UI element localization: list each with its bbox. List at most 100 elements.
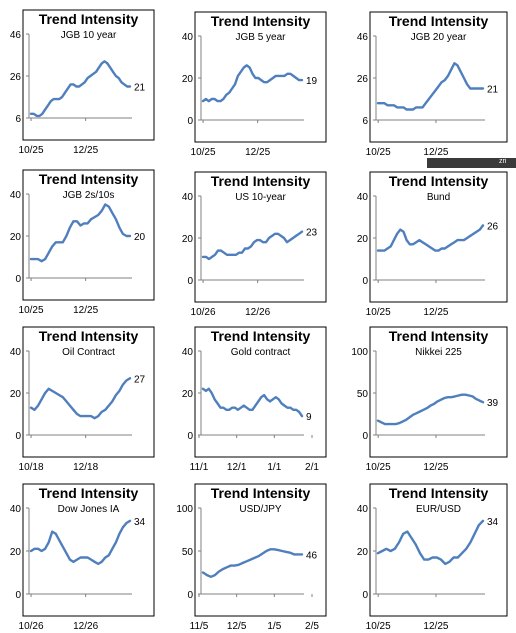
series-line	[376, 62, 485, 111]
chart-svg: Trend Intensity Dow Jones IA 0 20 40 10/26 12/…	[10, 483, 155, 632]
chart-subtitle: Oil Contract	[62, 347, 115, 358]
chart-title: Trend Intensity	[211, 173, 311, 189]
y-tick-label: 6	[15, 114, 21, 125]
chart-title: Trend Intensity	[39, 171, 139, 187]
x-tick-label: 11/5	[190, 621, 209, 632]
last-value-label: 34	[487, 517, 499, 528]
y-tick-label: 0	[15, 274, 21, 285]
x-tick-label: 11/1	[190, 462, 209, 473]
chart-title: Trend Intensity	[389, 173, 489, 189]
last-value-label: 9	[306, 412, 312, 423]
chart-svg: Trend Intensity EUR/USD 0 20 40 10/25 12/25 34	[357, 483, 508, 632]
series-line	[376, 519, 485, 566]
chart-svg: Trend Intensity US 10-year 0 20 40 10/26 12/26…	[182, 171, 327, 318]
x-tick-label: 10/25	[191, 147, 216, 158]
y-tick-label: 40	[182, 192, 194, 203]
x-tick-label: 12/1	[227, 462, 247, 473]
series-line	[201, 64, 304, 103]
last-value-label: 27	[134, 374, 146, 385]
clipped-neighbor-window: zri	[427, 158, 516, 168]
chart-panel-12: Trend Intensity EUR/USD 0 20 40 10/25 12/25 34	[352, 482, 515, 632]
y-tick-label: 40	[182, 32, 194, 43]
last-value-label: 21	[134, 83, 146, 94]
series-line	[201, 230, 304, 261]
chart-panel-8: Trend Intensity Gold contract 0 20 40 11/1 12/…	[177, 325, 334, 473]
y-tick-label: 40	[10, 347, 22, 358]
chart-svg: Trend Intensity JGB 2s/10s 0 20 40 10/25 12/25…	[10, 169, 155, 316]
y-tick-label: 46	[10, 30, 22, 41]
x-tick-label: 12/26	[245, 307, 270, 318]
x-tick-label: 10/25	[366, 462, 391, 473]
chart-panel-6: Trend Intensity Bund 0 20 40 10/25 12/25 26	[352, 170, 515, 318]
chart-svg: Trend Intensity JGB 20 year 6 26 46 10/25 12/2…	[357, 11, 508, 158]
x-tick-label: 12/25	[73, 145, 98, 156]
x-tick-label: 12/25	[73, 305, 98, 316]
y-tick-label: 20	[10, 547, 22, 558]
x-tick-label: 12/25	[423, 621, 448, 632]
y-tick-label: 0	[15, 590, 21, 601]
last-value-label: 34	[134, 517, 146, 528]
chart-title: Trend Intensity	[211, 328, 311, 344]
last-value-label: 21	[487, 85, 499, 96]
chart-subtitle: Gold contract	[231, 347, 291, 358]
y-tick-label: 26	[357, 74, 369, 85]
last-value-label: 46	[306, 550, 318, 561]
y-tick-label: 0	[187, 276, 193, 287]
chart-svg: Trend Intensity Bund 0 20 40 10/25 12/25 26	[357, 171, 508, 318]
chart-panel-4: Trend Intensity JGB 2s/10s 0 20 40 10/25 12/25…	[5, 168, 162, 316]
chart-subtitle: EUR/USD	[416, 504, 461, 515]
y-tick-label: 20	[182, 389, 194, 400]
last-value-label: 19	[306, 76, 318, 87]
x-tick-label: 12/25	[245, 147, 270, 158]
chart-svg: Trend Intensity JGB 5 year 0 20 40 10/25 12/25…	[182, 11, 327, 158]
chart-svg: Trend Intensity JGB 10 year 6 26 46 10/25 12/2…	[10, 9, 155, 156]
chart-svg: Trend Intensity Oil Contract 0 20 40 10/18 12/…	[10, 326, 155, 473]
chart-subtitle: Bund	[427, 192, 450, 203]
series-line	[201, 548, 304, 579]
x-tick-label: 12/5	[227, 621, 247, 632]
last-value-label: 26	[487, 221, 499, 232]
x-tick-label: 2/1	[305, 462, 319, 473]
x-tick-label: 12/26	[73, 621, 98, 632]
x-tick-label: 1/5	[267, 621, 281, 632]
y-tick-label: 100	[176, 504, 193, 515]
y-tick-label: 20	[10, 232, 22, 243]
y-tick-label: 20	[10, 389, 22, 400]
x-tick-label: 10/26	[19, 621, 44, 632]
chart-panel-2: Trend Intensity JGB 5 year 0 20 40 10/25 12/25…	[177, 10, 334, 158]
y-tick-label: 20	[182, 234, 194, 245]
x-tick-label: 10/25	[19, 145, 44, 156]
series-line	[376, 224, 485, 252]
chart-subtitle: Nikkei 225	[415, 347, 462, 358]
x-tick-label: 10/25	[19, 305, 44, 316]
series-line	[29, 203, 132, 263]
series-line	[29, 60, 132, 118]
chart-title: Trend Intensity	[39, 328, 139, 344]
chart-title: Trend Intensity	[389, 13, 489, 29]
chart-panel-5: Trend Intensity US 10-year 0 20 40 10/26 12/26…	[177, 170, 334, 318]
chart-title: Trend Intensity	[39, 485, 139, 501]
y-tick-label: 6	[362, 116, 368, 127]
chart-subtitle: Dow Jones IA	[58, 504, 120, 515]
chart-title: Trend Intensity	[211, 485, 311, 501]
chart-svg: Trend Intensity Gold contract 0 20 40 11/1 12/…	[182, 326, 327, 473]
last-value-label: 20	[134, 232, 146, 243]
y-tick-label: 0	[362, 276, 368, 287]
x-tick-label: 1/1	[267, 462, 281, 473]
y-tick-label: 40	[357, 504, 369, 515]
chart-svg: Trend Intensity Nikkei 225 0 50 100 10/25 12/2…	[351, 326, 508, 473]
x-tick-label: 2/5	[305, 621, 319, 632]
x-tick-label: 10/25	[366, 621, 391, 632]
chart-subtitle: JGB 2s/10s	[63, 190, 115, 201]
chart-panel-7: Trend Intensity Oil Contract 0 20 40 10/18 12/…	[5, 325, 162, 473]
last-value-label: 39	[487, 398, 499, 409]
chart-title: Trend Intensity	[211, 13, 311, 29]
y-tick-label: 0	[187, 431, 193, 442]
y-tick-label: 20	[182, 74, 194, 85]
x-tick-label: 10/18	[19, 462, 44, 473]
y-tick-label: 50	[357, 389, 369, 400]
y-tick-label: 0	[15, 431, 21, 442]
chart-panel-10: Trend Intensity Dow Jones IA 0 20 40 10/26 12/…	[5, 482, 162, 632]
chart-subtitle: JGB 5 year	[235, 32, 286, 43]
chart-svg: Trend Intensity USD/JPY 0 50 100 11/5 12/5 1/5 2…	[176, 483, 327, 632]
